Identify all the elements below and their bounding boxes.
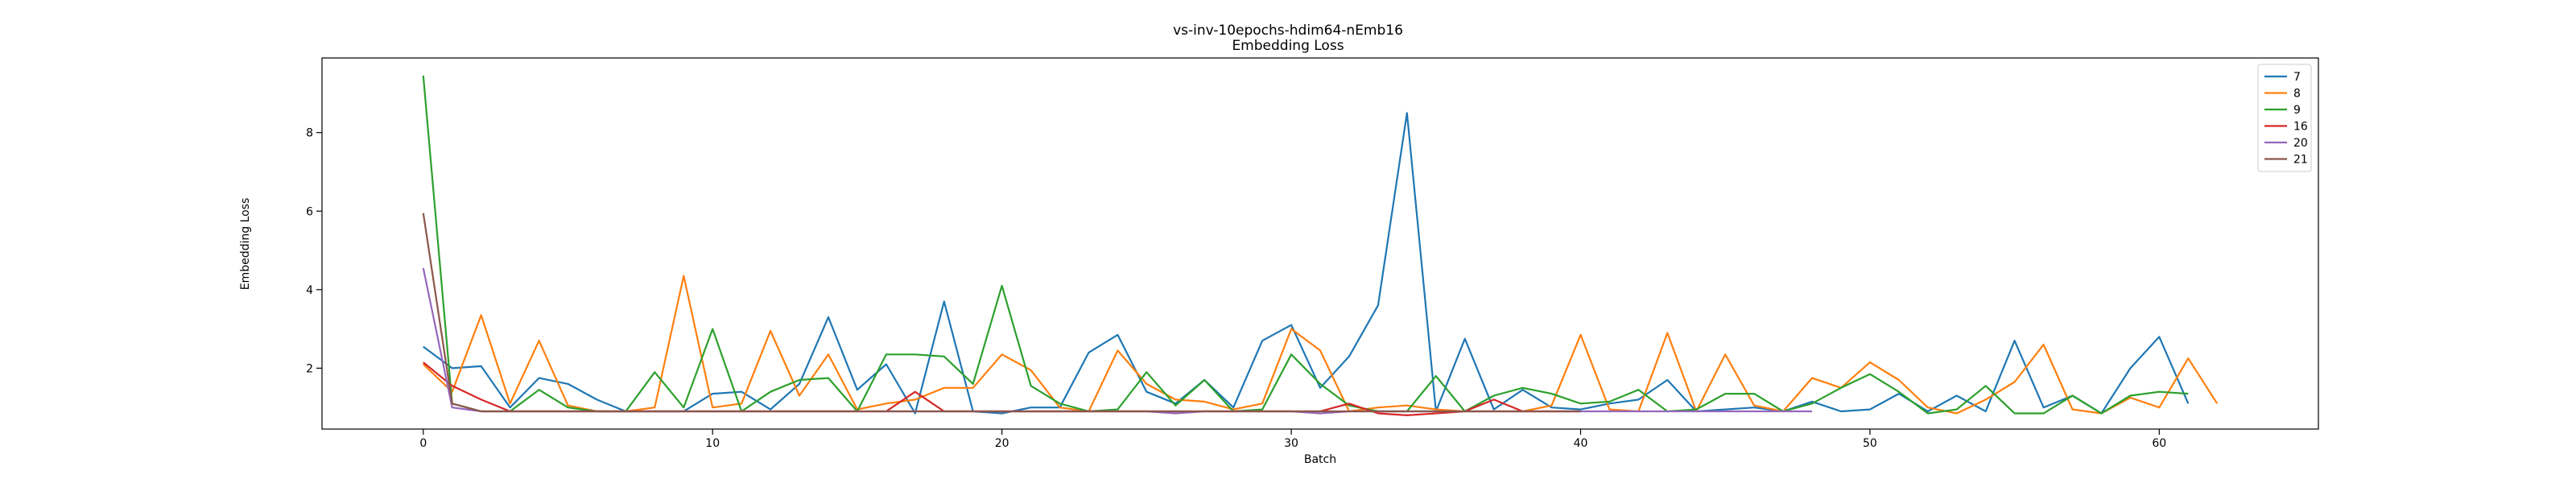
series-layer [422,75,2219,417]
y-tick-label-3: 8 [306,127,313,140]
legend-label-8: 8 [2293,88,2301,101]
legend-label-20: 20 [2293,137,2308,150]
series-line-9 [422,75,2189,415]
legend-label-16: 16 [2293,121,2308,134]
y-tick-label-0: 2 [306,362,313,375]
series-line-16 [423,361,1581,417]
legend-label-21: 21 [2293,154,2308,167]
ticks-layer: 0 10 20 30 40 50 60 2 4 6 8 [306,127,2166,450]
y-tick-label-1: 4 [306,284,313,297]
axes-frame [321,57,2319,430]
x-tick-label-3: 30 [1284,437,1298,450]
x-tick-label-5: 50 [1863,437,1877,450]
x-tick-label-4: 40 [1574,437,1588,450]
series-line-20 [422,267,1812,415]
legend-label-9: 9 [2293,104,2301,117]
chart-subtitle: Embedding Loss [1232,38,1344,54]
series-line-8 [423,275,2219,415]
chart-title: vs-inv-10epochs-hdim64-nEmb16 [1173,23,1403,39]
y-tick-label-2: 6 [306,205,313,218]
legend-label-7: 7 [2293,71,2301,84]
y-axis-label: Embedding Loss [239,197,252,290]
series-line-21 [422,213,1581,413]
x-axis-label: Batch [1303,453,1337,466]
x-tick-label-1: 10 [705,437,720,450]
x-tick-label-0: 0 [419,437,427,450]
x-tick-label-6: 60 [2152,437,2166,450]
x-tick-label-2: 20 [995,437,1009,450]
series-line-7 [423,112,2190,415]
legend: 7 8 9 16 20 21 [2257,64,2312,172]
legend-box [2257,64,2312,172]
